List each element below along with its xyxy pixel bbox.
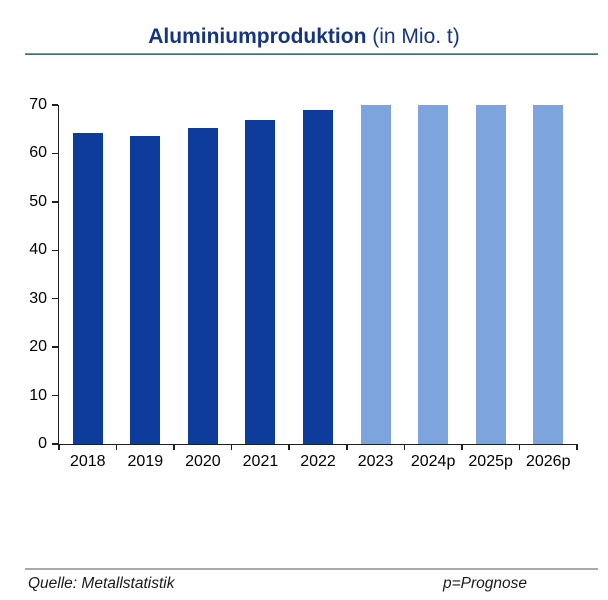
bar-2019 bbox=[130, 135, 161, 444]
x-axis-label-2023: 2023 bbox=[357, 453, 394, 470]
y-axis-tick-20 bbox=[51, 346, 58, 348]
x-axis-label-2018: 2018 bbox=[69, 453, 106, 470]
x-axis-tick-5 bbox=[346, 444, 348, 450]
y-axis-label-70: 70 bbox=[29, 96, 47, 113]
x-axis-label-2025p: 2025p bbox=[468, 453, 513, 470]
chart-title-suffix: (in Mio. t) bbox=[366, 25, 460, 48]
title-rule bbox=[25, 53, 598, 55]
x-axis-label-2022: 2022 bbox=[300, 453, 336, 470]
forecast-note: p=Prognose bbox=[443, 575, 528, 592]
x-axis-label-2019: 2019 bbox=[127, 453, 164, 470]
x-axis-label-2021: 2021 bbox=[242, 453, 279, 470]
y-axis-label-10: 10 bbox=[29, 386, 47, 404]
x-axis-tick-3 bbox=[230, 444, 233, 450]
y-axis-label-20: 20 bbox=[29, 338, 47, 356]
bar-2023 bbox=[360, 105, 391, 444]
y-axis-tick-70 bbox=[51, 104, 58, 106]
y-axis-label-60: 60 bbox=[29, 144, 47, 162]
y-axis-tick-50 bbox=[51, 201, 58, 203]
x-axis-label-2024p: 2024p bbox=[410, 453, 456, 470]
y-axis-label-50: 50 bbox=[29, 192, 47, 210]
bar-2024p bbox=[418, 105, 449, 444]
y-axis-tick-60 bbox=[51, 152, 58, 155]
x-axis-tick-0 bbox=[58, 444, 60, 450]
x-axis-tick-4 bbox=[288, 444, 290, 450]
y-axis-tick-40 bbox=[51, 249, 58, 252]
x-axis-tick-6 bbox=[403, 444, 406, 450]
bar-2018 bbox=[72, 132, 103, 444]
x-axis-tick-9 bbox=[576, 444, 578, 450]
footer-rule bbox=[25, 568, 598, 570]
y-axis-label-40: 40 bbox=[29, 241, 47, 259]
bar-2025p bbox=[475, 105, 506, 444]
bar-2022 bbox=[303, 109, 333, 444]
x-axis-tick-7 bbox=[461, 444, 463, 450]
bar-2021 bbox=[245, 119, 276, 444]
plot-area: 0 10 20 30 40 50 60 70 2018 2019 2020 2021 2022 2023 2… bbox=[29, 96, 578, 470]
y-axis-label-30: 30 bbox=[29, 289, 47, 307]
y-axis-tick-10 bbox=[51, 394, 58, 397]
x-axis-label-2026p: 2026p bbox=[525, 453, 571, 470]
bar-2020 bbox=[187, 127, 218, 444]
chart-title-main: Aluminiumproduktion bbox=[148, 25, 367, 48]
x-axis-tick-8 bbox=[518, 444, 521, 450]
y-axis-tick-30 bbox=[51, 297, 58, 300]
y-axis-tick-0 bbox=[51, 443, 58, 445]
source-note: Quelle: Metallstatistik bbox=[28, 575, 175, 592]
y-axis-label-0: 0 bbox=[38, 435, 47, 452]
x-axis-label-2020: 2020 bbox=[185, 453, 221, 470]
chart-title: Aluminiumproduktion (in Mio. t) bbox=[0, 25, 608, 49]
x-axis-tick-2 bbox=[173, 444, 175, 450]
bar-2026p bbox=[533, 105, 564, 444]
x-axis-tick-1 bbox=[115, 444, 118, 450]
